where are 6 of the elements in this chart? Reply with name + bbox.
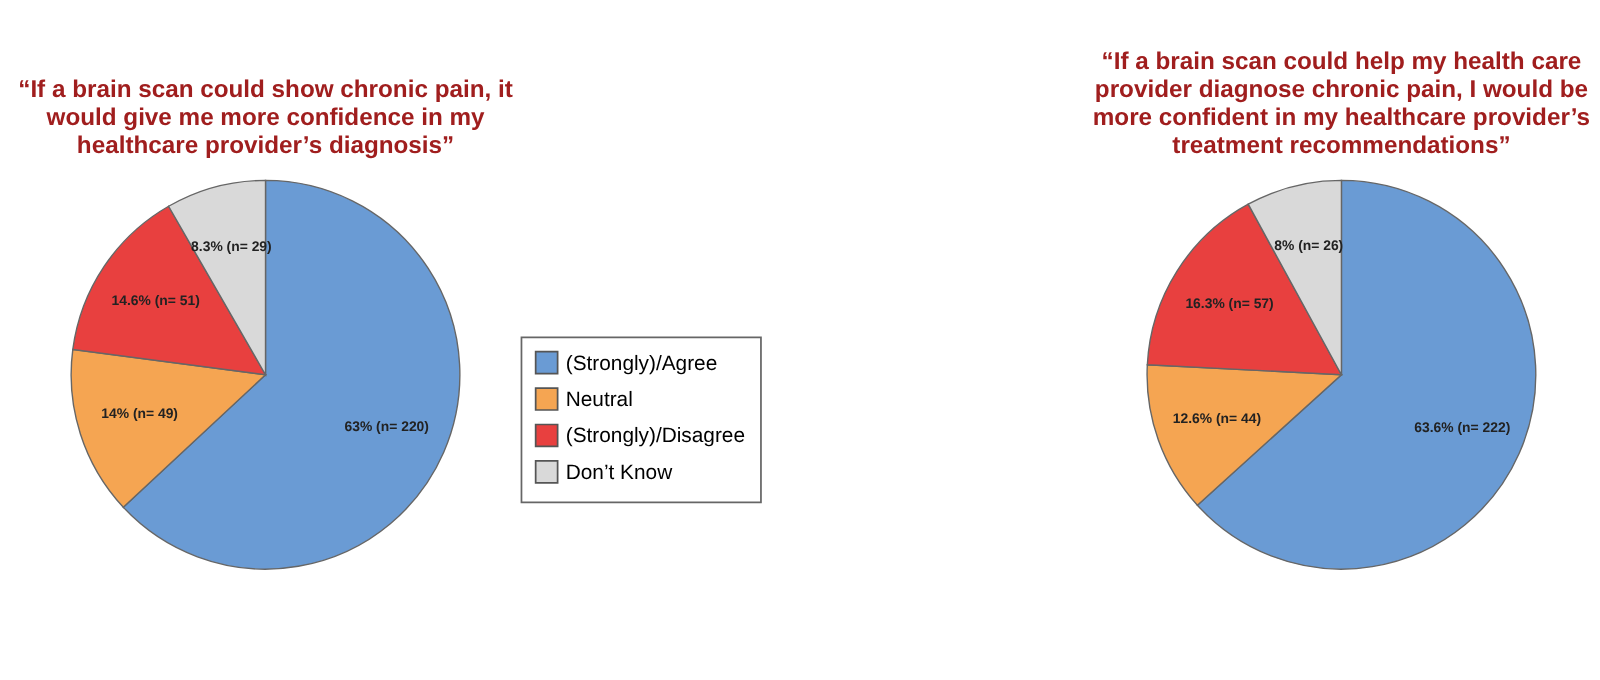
legend-label: (Strongly)/Disagree xyxy=(565,426,746,449)
legend-label: Don’t Know xyxy=(565,462,674,485)
legend-label: Neutral xyxy=(565,389,633,412)
chart-title: “If a brain scan could show chronic pain, it would give me more confidence in my healthcare provider’s diagnosis” xyxy=(18,75,513,159)
legend-label: (Strongly)/Agree xyxy=(565,353,718,376)
chart-title: “If a brain scan could help my health care provider diagnose chronic pain, I would be more confident in my healthcare provider’s treatment recommendations” xyxy=(1092,47,1591,159)
